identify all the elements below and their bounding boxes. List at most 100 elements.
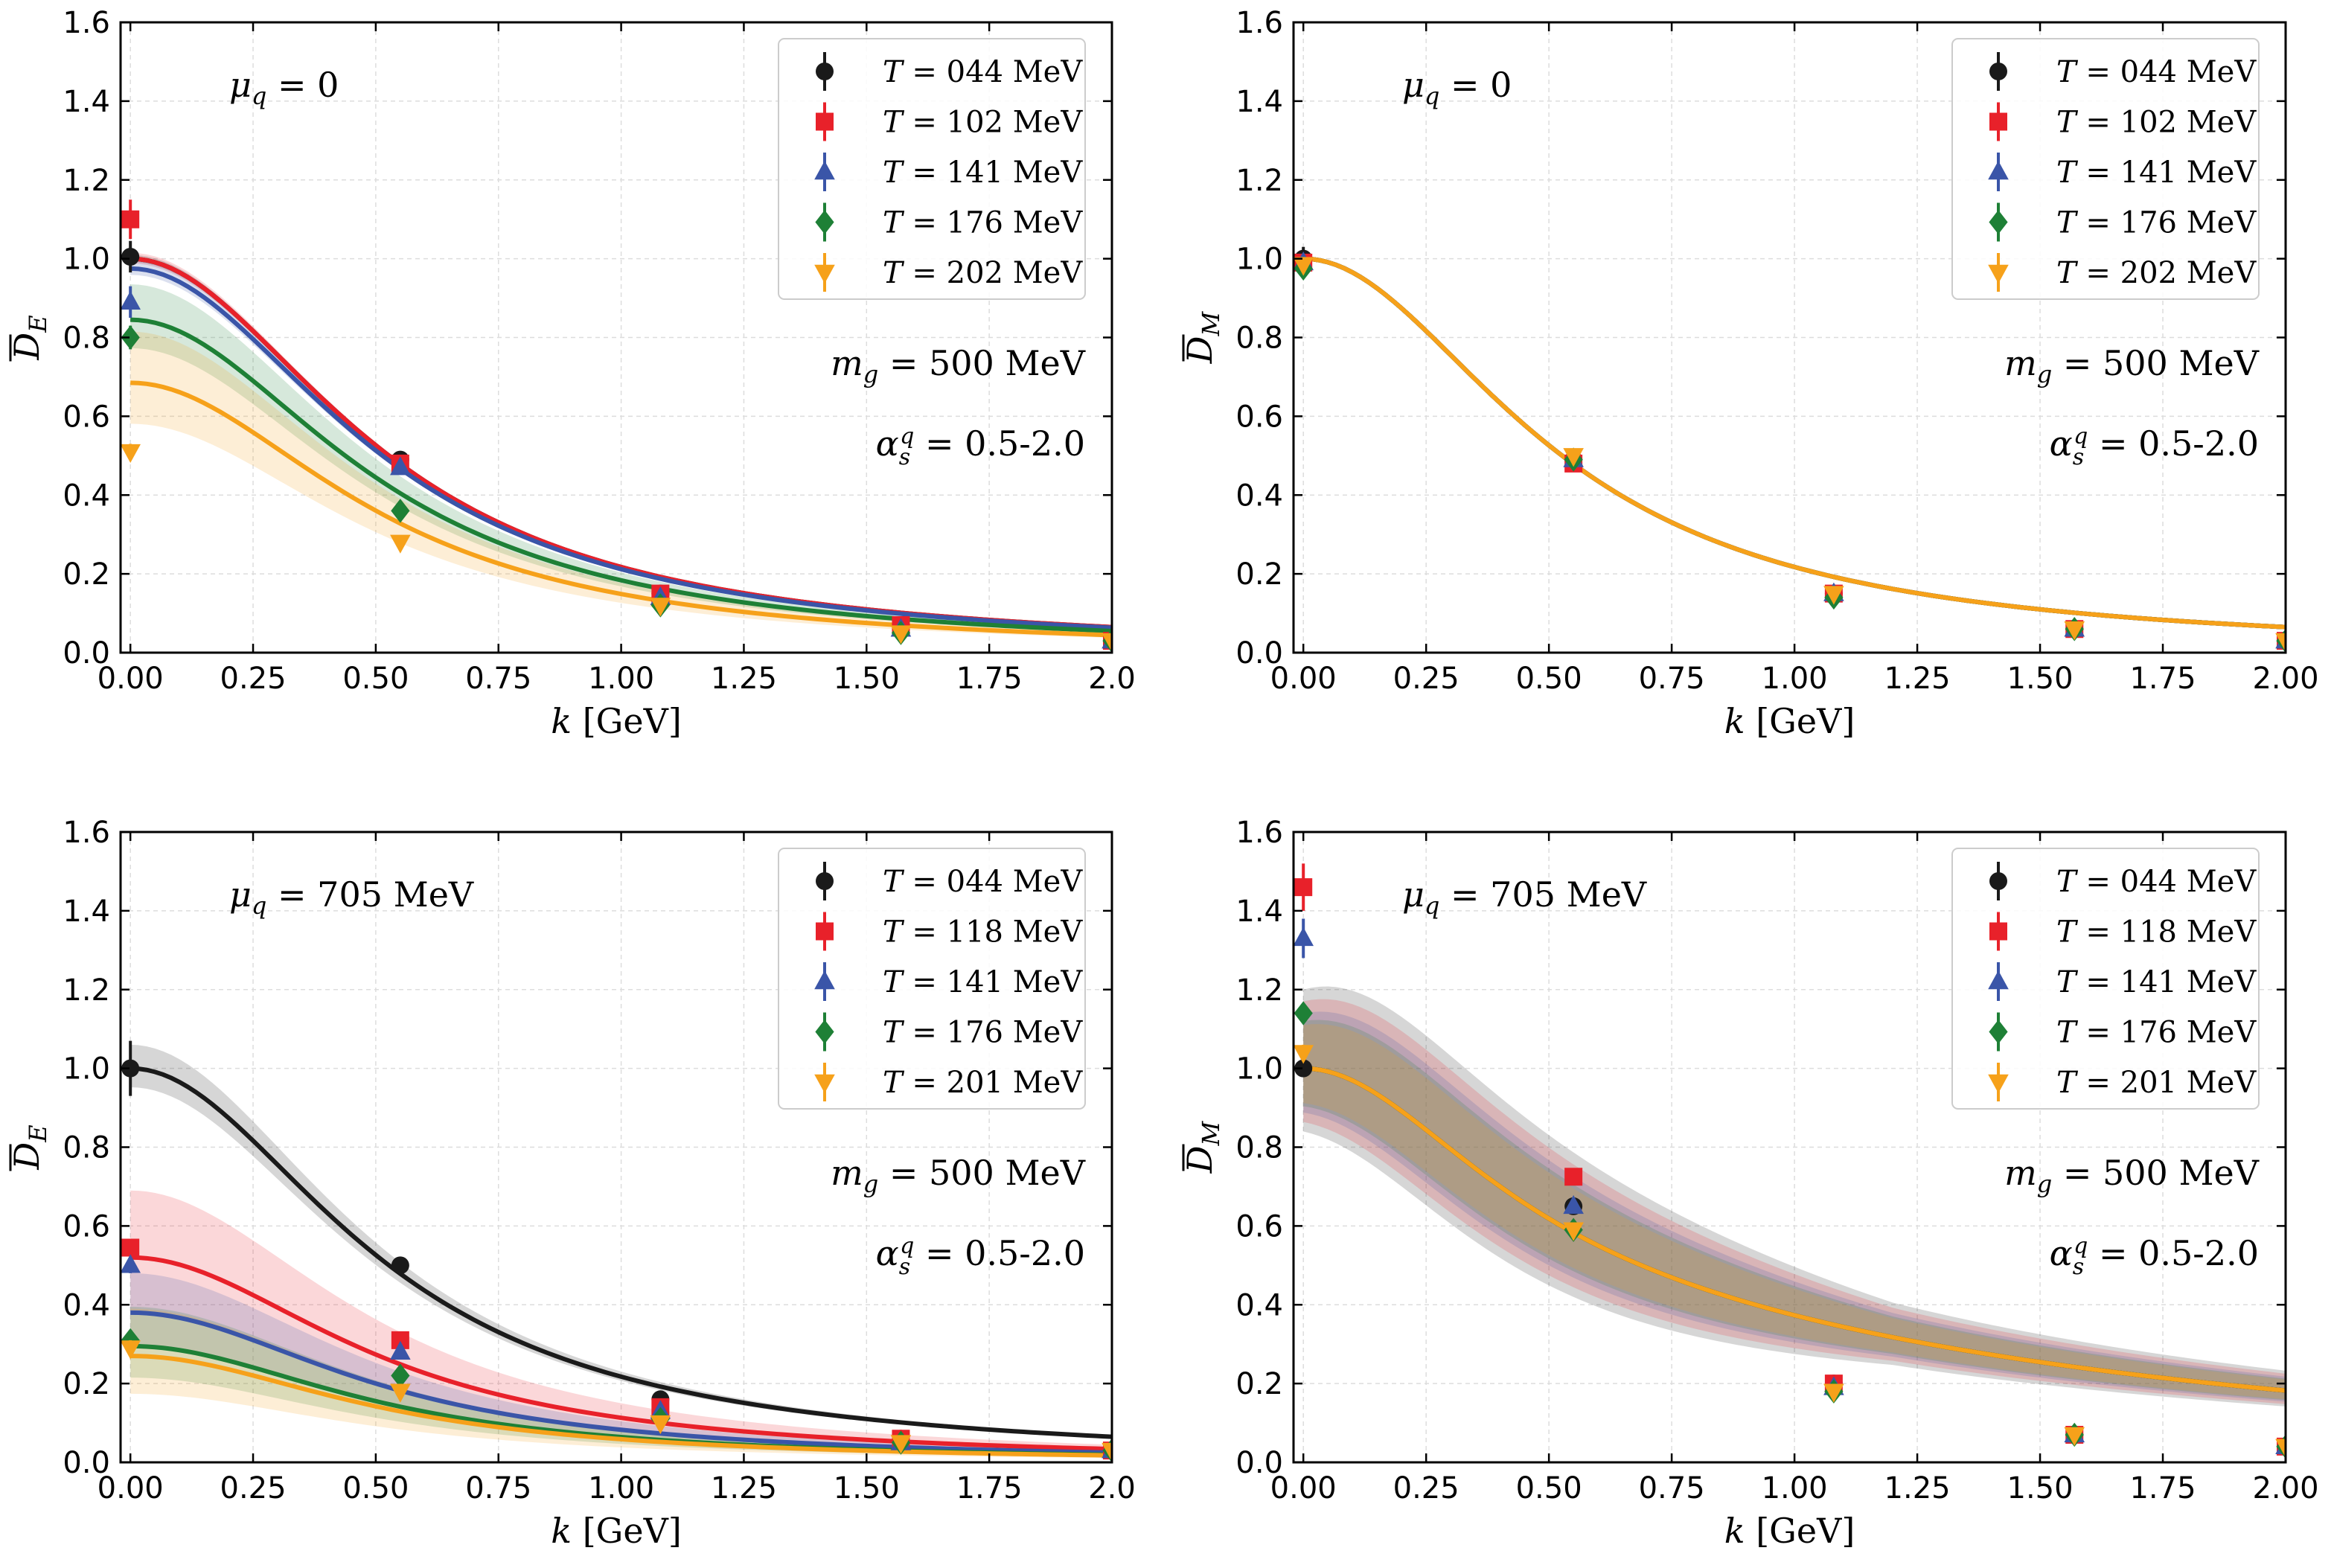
y-tick-label: 1.2 <box>1235 164 1283 198</box>
legend-value: = 201 MeV <box>903 1066 1084 1100</box>
data-point <box>650 1415 671 1435</box>
legend-var: T <box>883 106 905 140</box>
y-axis-subscript: M <box>1197 310 1225 336</box>
legend-label: T = 102 MeV <box>2056 106 2257 140</box>
legend-marker <box>1989 63 2007 80</box>
annotation-mg: mg = 500 MeV <box>831 343 1086 388</box>
legend-var: T <box>883 915 905 950</box>
plot-area <box>121 1040 1112 1462</box>
x-tick-label: 0.75 <box>1639 662 1705 696</box>
annotation-mu-symbol: μ <box>229 65 252 105</box>
annotation-mg-symbol: m <box>2004 1153 2037 1193</box>
x-axis-unit: [GeV] <box>1745 1511 1855 1551</box>
y-axis-label-text: DE <box>7 315 52 360</box>
annotation-mu: μq = 0 <box>1402 65 1512 110</box>
y-tick-label: 0.8 <box>63 1131 110 1165</box>
legend-var: T <box>883 206 905 240</box>
legend-marker <box>1988 264 2009 284</box>
series-points-4 <box>121 1340 1112 1462</box>
annotation-alpha-value: = 0.5-2.0 <box>914 423 1085 464</box>
legend-label: T = 176 MeV <box>883 1016 1083 1050</box>
x-tick-label: 0.25 <box>1393 1471 1459 1505</box>
legend-box <box>778 848 1086 1110</box>
x-tick-label: 2.0 <box>1088 662 1136 696</box>
legend-value: = 141 MeV <box>2076 965 2257 999</box>
x-axis-label: k [GeV] <box>1724 701 1855 741</box>
data-point <box>2275 633 2286 653</box>
x-tick-label: 2.00 <box>2252 662 2318 696</box>
legend-marker <box>1988 1074 2009 1093</box>
fit-curve-1 <box>130 1255 1112 1452</box>
x-tick-label: 1.75 <box>956 662 1023 696</box>
annotation-alpha-sup: q <box>2074 1233 2088 1259</box>
legend-label: T = 044 MeV <box>2056 865 2257 899</box>
annotation-alpha-symbol: α <box>2050 1233 2073 1273</box>
legend-marker <box>1988 161 2009 180</box>
data-point <box>650 598 671 617</box>
data-point <box>1294 1059 1313 1078</box>
annotation-alpha: αsq = 0.5-2.0 <box>2050 1233 2259 1280</box>
x-tick-label: 1.50 <box>2007 662 2074 696</box>
legend-marker <box>815 210 834 234</box>
data-point <box>391 1331 409 1349</box>
fit-curve-2 <box>130 1310 1112 1455</box>
legend-value: = 044 MeV <box>2076 865 2257 899</box>
legend-marker <box>816 872 834 890</box>
x-tick-label: 0.00 <box>97 1471 164 1505</box>
y-tick-label: 1.4 <box>63 85 110 119</box>
annotation-alpha-value: = 0.5-2.0 <box>2088 423 2259 464</box>
ticks: 0.00 0.25 0.50 0.75 1.00 1.25 1.50 1.75 2.00 0.0 0… <box>1235 6 2318 696</box>
legend-value: = 202 MeV <box>903 256 1084 290</box>
data-point <box>890 1435 912 1454</box>
annotation-mg: mg = 500 MeV <box>2004 1153 2260 1198</box>
annotation-mg: mg = 500 MeV <box>2004 343 2260 388</box>
data-point <box>121 444 141 464</box>
fit-band-3 <box>130 284 1112 633</box>
y-tick-label: 1.6 <box>1235 6 1283 40</box>
legend-box <box>778 38 1086 300</box>
x-tick-label: 0.75 <box>465 662 531 696</box>
legend-value: = 202 MeV <box>2076 256 2257 290</box>
x-axis-var: k <box>1724 701 1745 741</box>
legend-value: = 044 MeV <box>903 55 1084 89</box>
legend-var: T <box>883 1066 905 1100</box>
x-tick-label: 0.75 <box>465 1471 531 1505</box>
y-tick-label: 0.6 <box>63 400 110 434</box>
legend-label: T = 176 MeV <box>883 206 1083 240</box>
data-point <box>390 1383 411 1403</box>
legend-marker <box>814 970 835 990</box>
legend-var: T <box>2056 206 2079 240</box>
x-tick-label: 1.50 <box>834 662 900 696</box>
chart-panel-top-left: 0.00 0.25 0.50 0.75 1.00 1.25 1.50 1.75 2.0 0.0 0.… <box>7 6 1136 741</box>
x-axis-unit: [GeV] <box>572 1511 682 1551</box>
annotation-mg-value: = 500 MeV <box>2052 343 2260 383</box>
data-point <box>121 210 140 228</box>
data-point <box>1823 1383 1844 1403</box>
annotation-alpha: αsq = 0.5-2.0 <box>876 423 1085 470</box>
x-tick-label: 1.00 <box>1762 1471 1828 1505</box>
legend-marker <box>816 922 834 941</box>
y-axis-label-text: DE <box>7 1124 52 1170</box>
legend-marker <box>814 264 835 284</box>
legend-var: T <box>2056 55 2079 89</box>
y-tick-label: 0.0 <box>63 636 110 671</box>
fit-band-4 <box>1303 1024 2286 1400</box>
legend-marker <box>815 1020 834 1044</box>
annotation-alpha-sub: s <box>2073 444 2084 470</box>
data-point <box>1823 586 1844 605</box>
data-point <box>121 325 140 350</box>
fit-band-4 <box>130 331 1112 639</box>
legend-var: T <box>2056 1066 2079 1100</box>
legend-label: T = 102 MeV <box>883 106 1083 140</box>
legend-marker <box>816 63 834 80</box>
y-axis-subscript: E <box>24 1124 52 1142</box>
y-tick-label: 0.2 <box>1235 557 1283 592</box>
x-tick-label: 1.25 <box>711 662 777 696</box>
data-point <box>390 456 411 476</box>
legend-value: = 118 MeV <box>2076 915 2257 950</box>
annotation-mu-sub: q <box>1425 82 1439 110</box>
y-tick-label: 0.0 <box>1235 636 1283 671</box>
x-tick-label: 1.50 <box>834 1471 900 1505</box>
legend-var: T <box>2056 965 2079 999</box>
